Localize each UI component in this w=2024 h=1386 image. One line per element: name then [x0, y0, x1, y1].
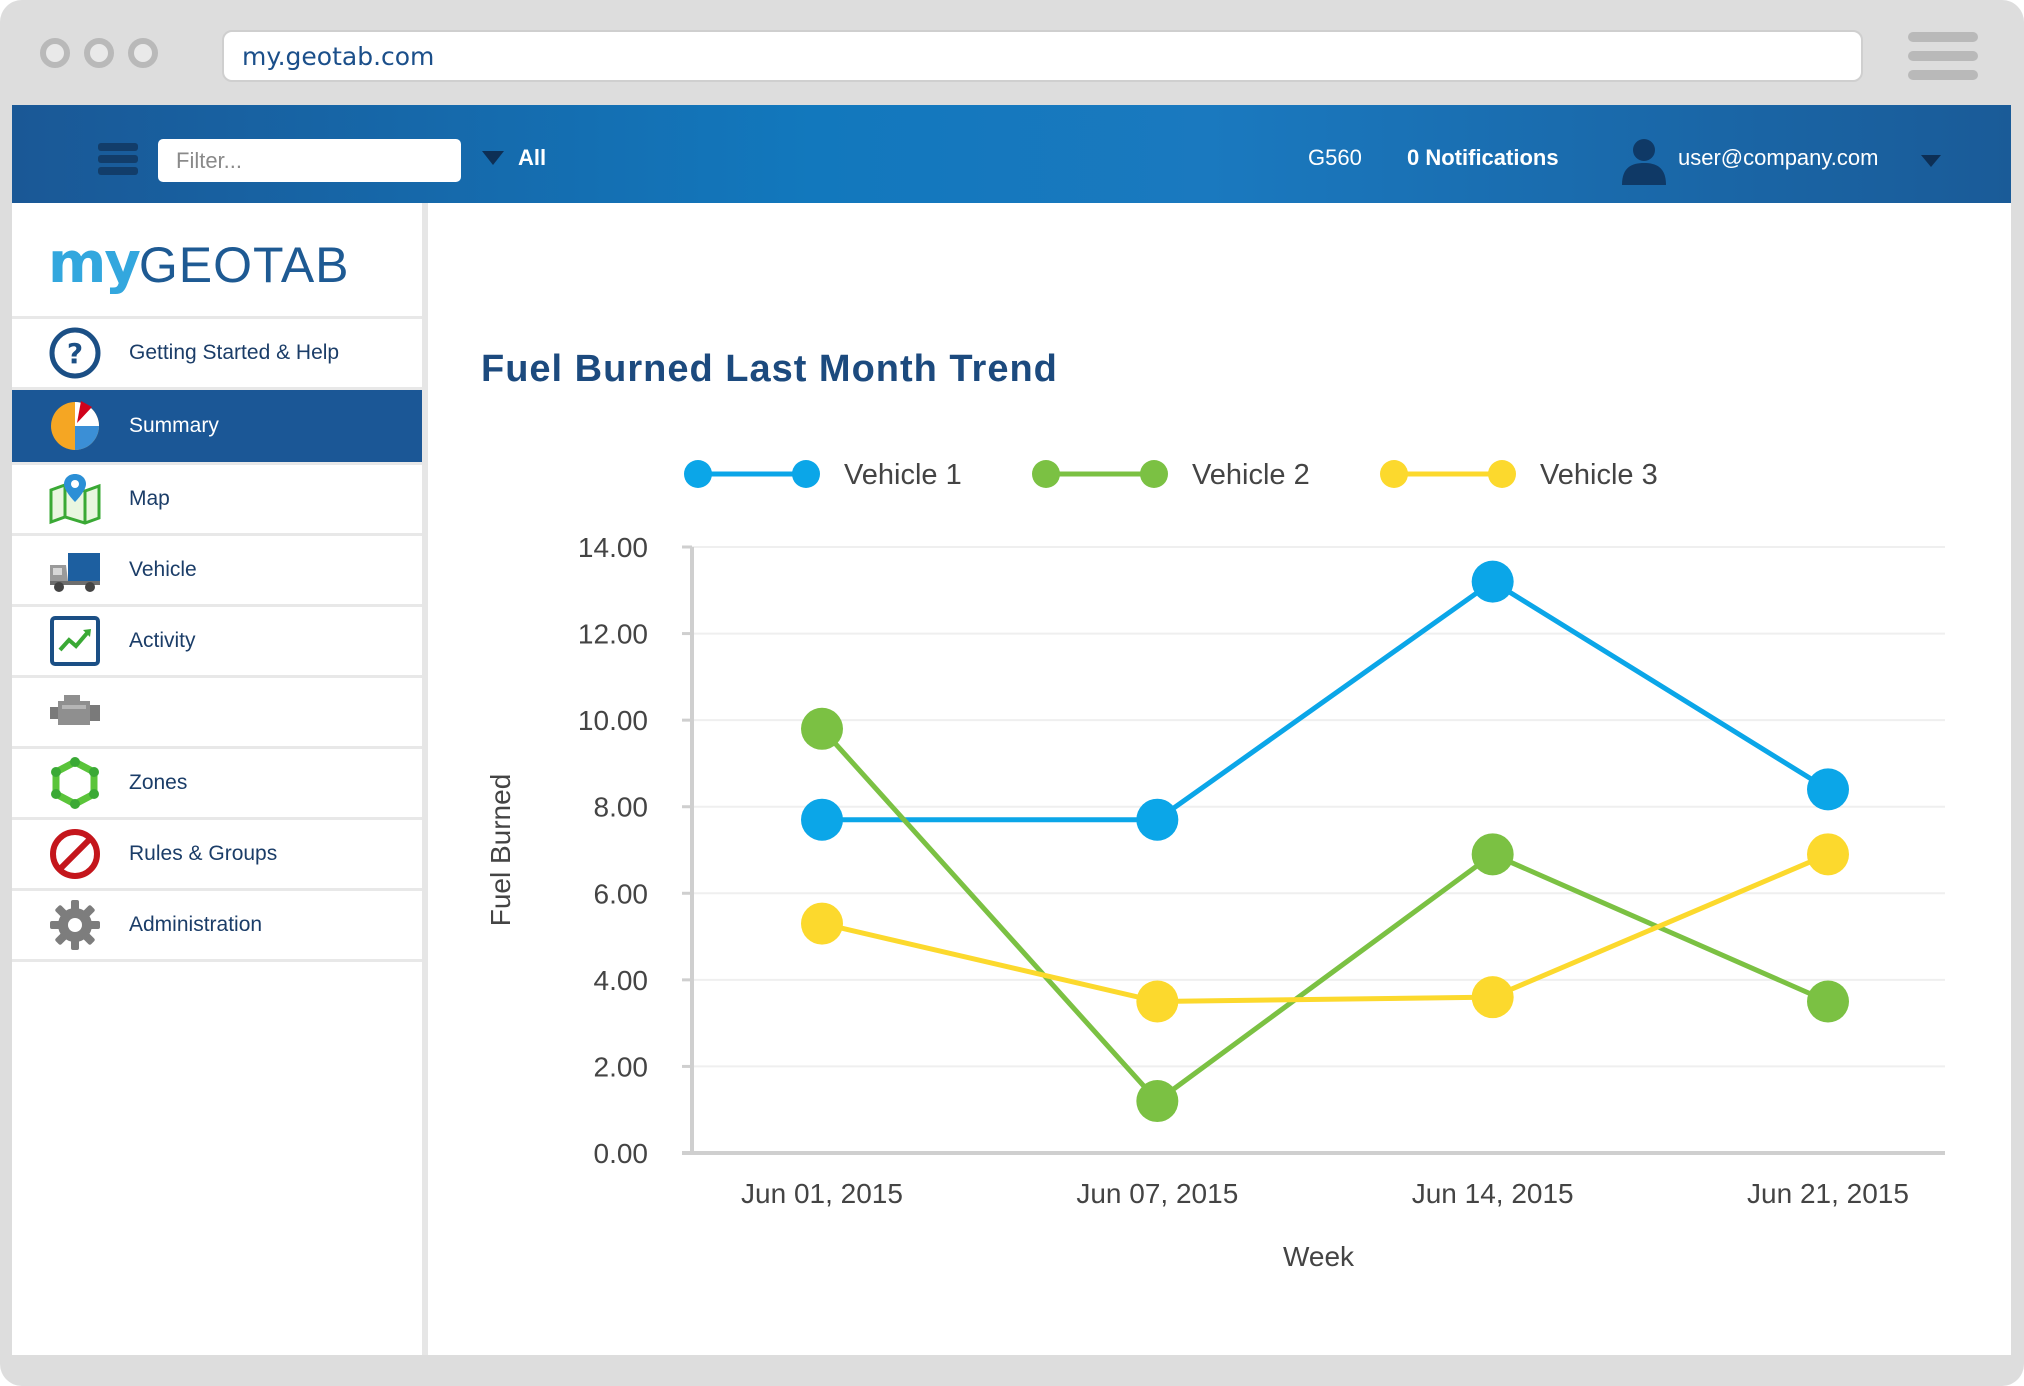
sidebar-item-help[interactable]: ? Getting Started & Help — [12, 319, 422, 390]
sidebar-nav: ? Getting Started & Help Summary — [12, 316, 422, 962]
data-point — [1471, 560, 1514, 603]
data-point — [1136, 980, 1179, 1023]
app-viewport: All G560 0 Notifications user@company.co… — [12, 105, 2011, 1355]
legend-marker — [1488, 460, 1516, 488]
user-email[interactable]: user@company.com — [1678, 145, 1879, 170]
y-tick-label: 14.00 — [578, 532, 648, 563]
sidebar-item-label: Rules & Groups — [129, 842, 278, 865]
hamburger-menu-icon[interactable] — [98, 143, 138, 179]
logo-text-my: my — [48, 231, 141, 296]
x-tick-label: Jun 01, 2015 — [741, 1178, 903, 1209]
sidebar-item-label: Administration — [129, 913, 263, 936]
x-axis-label: Week — [1283, 1241, 1355, 1272]
sidebar-item-label: Zones — [129, 771, 188, 794]
series-line — [822, 579, 1830, 823]
window-control-dot[interactable] — [40, 38, 70, 68]
legend-marker — [792, 460, 820, 488]
group-scope-dropdown[interactable]: All — [482, 145, 546, 171]
sidebar-item-label: Getting Started & Help — [129, 341, 340, 364]
help-icon: ? — [49, 327, 101, 379]
pie-chart-icon — [51, 401, 99, 450]
window-control-dot[interactable] — [128, 38, 158, 68]
sidebar-item-label: Map — [129, 487, 170, 510]
data-point — [1807, 768, 1849, 811]
address-url: my.geotab.com — [242, 41, 435, 71]
sidebar-item-engine[interactable] — [12, 678, 422, 749]
y-tick-label: 8.00 — [594, 792, 649, 823]
fuel-trend-chart: 0.00 2.00 4.00 6.00 8.00 10.00 12.00 14.00 Jun 0… — [485, 459, 1945, 1272]
data-point — [801, 798, 843, 841]
y-tick-label: 6.00 — [594, 878, 649, 909]
y-tick-label: 12.00 — [578, 619, 648, 650]
legend-marker — [684, 460, 712, 488]
data-point — [1136, 1080, 1179, 1123]
data-point — [801, 707, 843, 750]
series-line — [821, 852, 1829, 1004]
sidebar-item-rules-groups[interactable]: Rules & Groups — [12, 820, 422, 891]
prohibited-icon — [50, 829, 100, 879]
legend-marker — [1032, 460, 1060, 488]
activity-chart-icon — [50, 616, 100, 666]
truck-icon — [50, 553, 100, 592]
x-tick-label: Jun 07, 2015 — [1076, 1178, 1238, 1209]
logo-text-geotab: GEOTAB — [138, 237, 350, 293]
y-tick-label: 10.00 — [578, 705, 648, 736]
window-control-dot[interactable] — [84, 38, 114, 68]
data-point — [801, 902, 843, 945]
data-point — [1807, 833, 1849, 876]
sidebar-item-label: Summary — [129, 414, 219, 437]
sidebar-item-administration[interactable]: Administration — [12, 891, 422, 962]
x-tick-label: Jun 21, 2015 — [1747, 1178, 1909, 1209]
sidebar-item-summary[interactable]: Summary — [12, 390, 422, 465]
zones-icon — [51, 757, 99, 809]
legend-label: Vehicle 2 — [1192, 459, 1310, 491]
notifications-link[interactable]: 0 Notifications — [1407, 145, 1559, 170]
sidebar: my GEOTAB ? Getting Started & Help Summa… — [12, 203, 428, 1355]
mygeotab-logo[interactable]: my GEOTAB — [48, 231, 350, 296]
group-scope-label: All — [518, 145, 547, 170]
data-point — [1807, 980, 1849, 1023]
sidebar-item-map[interactable]: Map — [12, 465, 422, 536]
map-icon — [49, 474, 101, 525]
legend-marker — [1140, 460, 1168, 488]
user-menu-caret-icon[interactable] — [1921, 155, 1941, 167]
y-axis-label: Fuel Burned — [485, 774, 516, 927]
sidebar-item-vehicle[interactable]: Vehicle — [12, 536, 422, 607]
engine-icon — [50, 695, 100, 725]
browser-menu-icon[interactable] — [1908, 32, 1978, 89]
series-line — [820, 727, 1830, 1104]
sidebar-item-label: Vehicle — [129, 558, 197, 581]
user-avatar-icon[interactable] — [1620, 135, 1668, 185]
data-point — [1136, 798, 1179, 841]
legend-marker — [1380, 460, 1408, 488]
y-tick-label: 0.00 — [594, 1138, 649, 1169]
address-bar[interactable]: my.geotab.com — [222, 30, 1863, 82]
y-tick-label: 4.00 — [594, 965, 649, 996]
gear-icon — [50, 900, 100, 950]
sidebar-item-activity[interactable]: Activity — [12, 607, 422, 678]
app-header: All G560 0 Notifications user@company.co… — [12, 105, 2011, 203]
caret-down-icon — [482, 151, 504, 165]
main-content: Fuel Burned Last Month Trend 0.00 2.00 4.0… — [428, 203, 2011, 1355]
x-tick-label: Jun 14, 2015 — [1412, 1178, 1574, 1209]
y-tick-label: 2.00 — [594, 1051, 649, 1082]
svg-text:?: ? — [67, 337, 83, 370]
sidebar-item-label: Activity — [129, 629, 196, 652]
database-name[interactable]: G560 — [1308, 145, 1362, 170]
data-point — [1471, 833, 1514, 876]
chart-title: Fuel Burned Last Month Trend — [481, 348, 1058, 390]
data-point — [1471, 976, 1514, 1019]
window-controls — [40, 38, 158, 68]
filter-input[interactable] — [158, 139, 461, 182]
sidebar-item-zones[interactable]: Zones — [12, 749, 422, 820]
legend-label: Vehicle 1 — [844, 459, 962, 491]
legend-label: Vehicle 3 — [1540, 459, 1658, 491]
